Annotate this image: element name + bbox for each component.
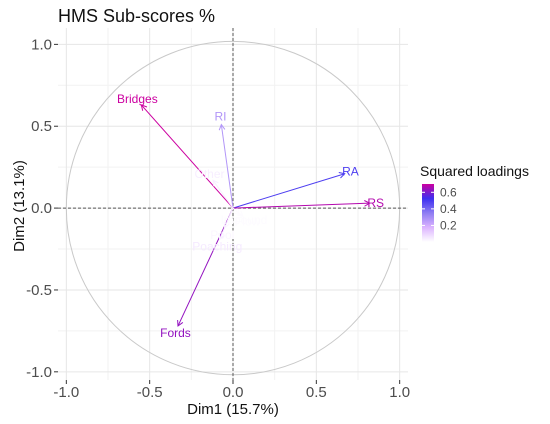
variable-label-poaching: Poaching bbox=[192, 240, 242, 254]
legend-tick-label: 0.6 bbox=[440, 185, 457, 199]
y-tick-label: -1.0 bbox=[26, 364, 52, 381]
x-tick-label: -1.0 bbox=[53, 384, 79, 401]
variable-label-ri: RI bbox=[215, 110, 227, 124]
x-axis-ticks: -1.0 -0.5 0.0 0.5 1.0 bbox=[53, 380, 410, 401]
loading-arrow-ri bbox=[220, 124, 234, 209]
arrow-head-other bbox=[212, 179, 219, 187]
arrow-head-ra bbox=[338, 172, 346, 179]
variable-label-other: Other bbox=[194, 167, 224, 181]
variable-label-pool: Pool bbox=[210, 228, 234, 242]
y-axis-title: Dim2 (13.1%) bbox=[11, 160, 28, 252]
variable-label-flow: Flow bbox=[235, 214, 261, 228]
x-tick-label: -0.5 bbox=[137, 384, 163, 401]
arrow-head-rs bbox=[364, 200, 371, 207]
arrow-head-fords bbox=[177, 319, 184, 327]
loading-arrow-rs bbox=[232, 202, 370, 209]
variable-labels: Bridges RI RA RS Fords Other FlowImpoundPoolPo… bbox=[117, 92, 384, 340]
variable-label-impound: Impound bbox=[221, 213, 268, 227]
plot-panel: Bridges RI RA RS Fords Other FlowImpoundPoolPo… bbox=[58, 28, 408, 380]
loading-arrow-bridges bbox=[140, 104, 234, 209]
arrow-head-ri bbox=[218, 123, 226, 131]
y-tick-label: 0.5 bbox=[31, 118, 52, 135]
y-tick-label: 0.0 bbox=[31, 200, 52, 217]
variable-label-bridges: Bridges bbox=[117, 92, 158, 106]
x-axis-title: Dim1 (15.7%) bbox=[187, 401, 279, 418]
arrow-head-impound bbox=[233, 208, 241, 216]
x-tick-label: 0.0 bbox=[223, 384, 244, 401]
loading-arrow-ra bbox=[232, 173, 345, 209]
variable-label-fords: Fords bbox=[160, 326, 191, 340]
y-tick-label: 1.0 bbox=[31, 36, 52, 53]
loading-arrow-fords bbox=[177, 207, 234, 327]
loading-arrow-impound bbox=[232, 207, 241, 215]
x-tick-label: 0.5 bbox=[306, 384, 327, 401]
arrow-head-flow bbox=[237, 210, 244, 217]
loading-arrows bbox=[140, 104, 371, 327]
legend-ticks: 0.6 0.4 0.2 bbox=[422, 185, 457, 232]
arrow-head-bridges bbox=[140, 104, 148, 111]
y-axis-ticks: -1.0 -0.5 0.0 0.5 1.0 bbox=[26, 36, 58, 381]
variable-label-ra: RA bbox=[342, 164, 359, 178]
loading-arrow-other bbox=[212, 179, 234, 209]
x-tick-label: 1.0 bbox=[389, 384, 410, 401]
legend-tick-label: 0.2 bbox=[440, 218, 457, 232]
loading-arrow-poaching bbox=[219, 207, 234, 240]
legend: Squared loadings 0.6 0.4 0.2 bbox=[420, 163, 529, 242]
chart-title: HMS Sub-scores % bbox=[58, 6, 215, 26]
legend-title: Squared loadings bbox=[420, 163, 529, 179]
legend-tick-label: 0.4 bbox=[440, 202, 457, 216]
variable-label-rs: RS bbox=[367, 196, 384, 210]
y-tick-label: -0.5 bbox=[26, 282, 52, 299]
arrow-head-poaching bbox=[218, 233, 225, 241]
legend-colorbar bbox=[422, 184, 434, 242]
